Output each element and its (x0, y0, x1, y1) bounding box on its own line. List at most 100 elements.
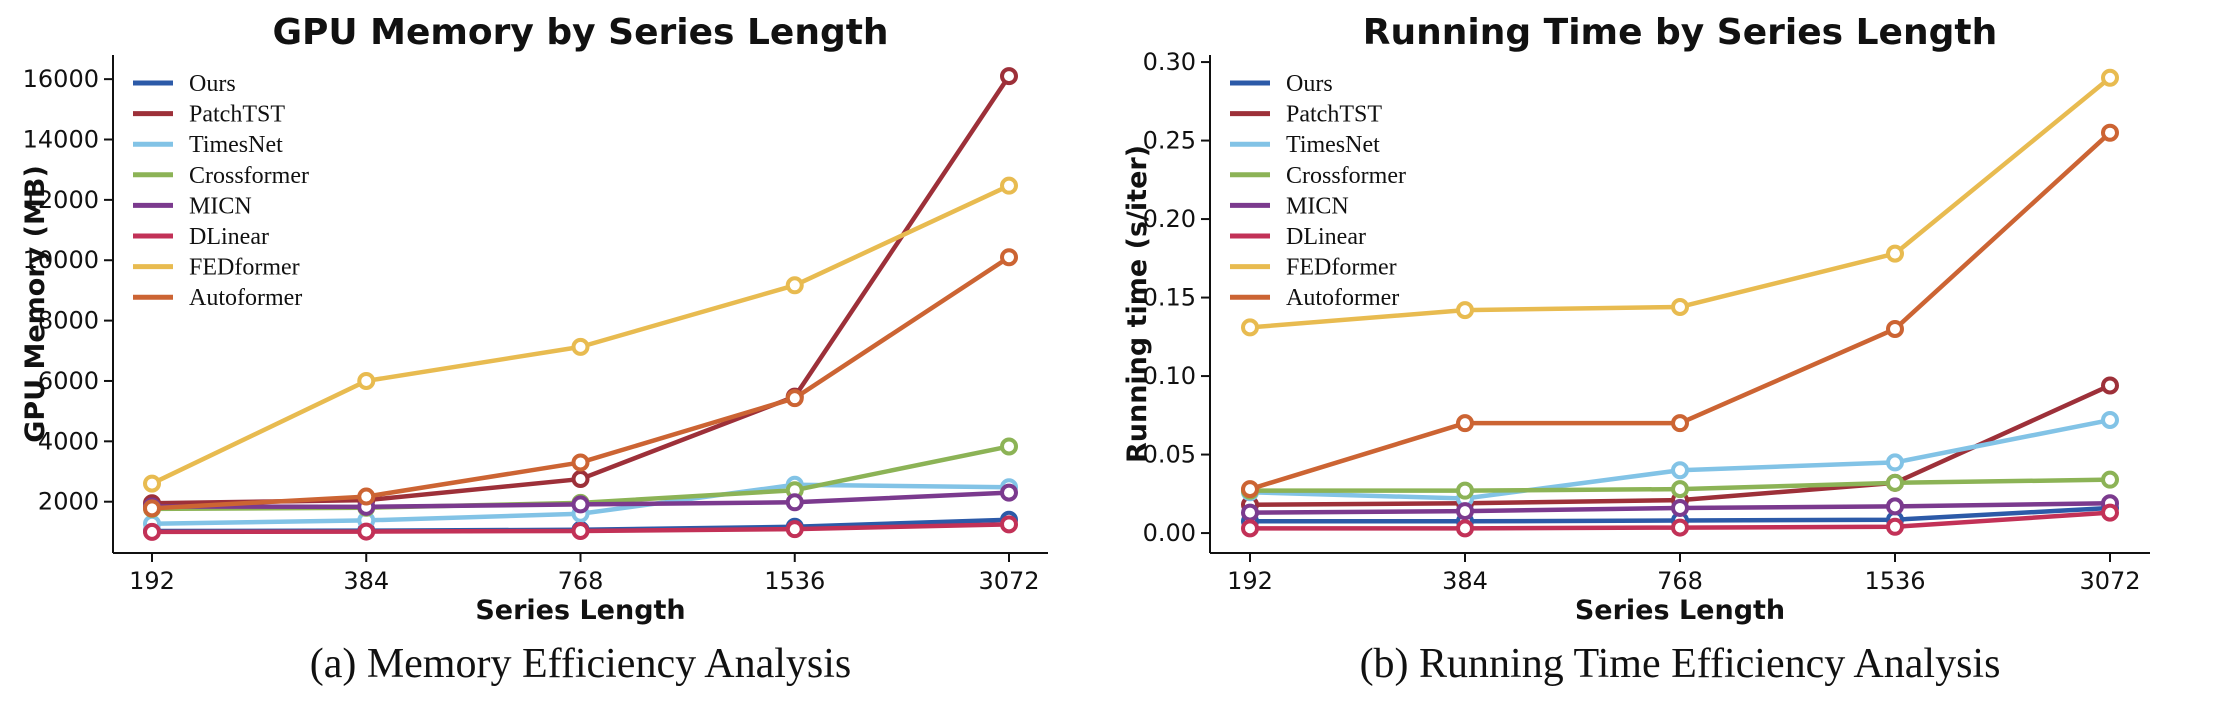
chart-title: GPU Memory by Series Length (272, 12, 888, 53)
legend-label: PatchTST (1286, 102, 1382, 128)
series-marker-autoformer (1671, 414, 1689, 433)
y-tick-label: 0.05 (1143, 441, 1196, 469)
series-marker-micn (571, 495, 590, 514)
legend-item-crossformer: Crossformer (133, 163, 309, 189)
legend-item-ours: Ours (1230, 71, 1333, 97)
series-marker-micn (1241, 503, 1259, 522)
legend: Ours PatchTST TimesNet Crossformer MICN DLine… (1230, 71, 1406, 311)
series-marker-timesnet (1886, 453, 1904, 472)
series-marker-crossformer (1000, 437, 1018, 456)
y-tick-label: 10000 (23, 246, 99, 274)
legend-label: Ours (1286, 71, 1333, 97)
legend-item-micn: MICN (1230, 193, 1349, 219)
series-marker-autoformer (2101, 123, 2119, 142)
y-tick-label: 2000 (38, 488, 99, 516)
series-marker-crossformer (1671, 480, 1689, 499)
series-marker-autoformer (143, 499, 161, 518)
x-axis-label: Series Length (1575, 595, 1785, 626)
legend-item-dlinear: DLinear (133, 224, 269, 250)
series-marker-patchtst (571, 470, 590, 489)
legend: Ours PatchTST TimesNet Crossformer MICN DLine… (133, 71, 309, 311)
x-tick-label: 384 (343, 567, 389, 595)
series-marker-autoformer (1886, 319, 1904, 338)
series-marker-dlinear (1456, 519, 1474, 538)
running-time-figure: 0.00 0.05 0.10 0.15 0.20 0.25 0.30 192 384 768 153… (1100, 0, 2216, 687)
memory-efficiency-figure: 2000 4000 6000 8000 10000 12000 14000 16000 192 3… (0, 0, 1085, 687)
y-tick-label: 4000 (38, 427, 99, 455)
series-autoformer (1241, 123, 2119, 499)
legend-item-timesnet: TimesNet (1230, 132, 1380, 158)
series-marker-autoformer (571, 453, 590, 472)
x-tick-label: 768 (1657, 567, 1703, 595)
x-tick-label: 3072 (2079, 567, 2140, 595)
series-autoformer (143, 248, 1018, 518)
series-marker-fedformer (1241, 318, 1259, 337)
series-marker-dlinear (2101, 503, 2119, 522)
series-marker-autoformer (1456, 414, 1474, 433)
legend-label: Autoformer (189, 285, 302, 311)
series-marker-dlinear (571, 521, 590, 540)
series-marker-autoformer (357, 487, 376, 506)
chart-title: Running Time by Series Length (1363, 12, 1997, 53)
x-tick-label: 1536 (1864, 567, 1925, 595)
legend-item-patchtst: PatchTST (1230, 102, 1382, 128)
series-line-fedformer (149, 183, 1012, 486)
legend-item-patchtst: PatchTST (133, 102, 285, 128)
y-tick-label: 0.30 (1143, 48, 1196, 76)
y-tick-label: 0.15 (1143, 284, 1196, 312)
y-tick-label: 8000 (38, 307, 99, 335)
y-axis-label: GPU Memory (MB) (20, 165, 51, 443)
series-marker-fedformer (357, 371, 376, 390)
legend-item-micn: MICN (133, 193, 252, 219)
legend-label: TimesNet (189, 132, 283, 158)
x-tick-label: 384 (1442, 567, 1488, 595)
series-marker-dlinear (1886, 517, 1904, 536)
legend-label: PatchTST (189, 102, 285, 128)
legend-label: MICN (1286, 193, 1349, 219)
series-marker-autoformer (1241, 480, 1259, 499)
series-marker-timesnet (1671, 461, 1689, 480)
series-marker-micn (1671, 498, 1689, 517)
x-tick-label: 768 (558, 567, 604, 595)
series-marker-fedformer (1000, 176, 1018, 195)
series-marker-dlinear (1000, 515, 1018, 534)
series-marker-patchtst (1000, 67, 1018, 86)
legend-label: DLinear (189, 224, 269, 250)
series-marker-patchtst (2101, 376, 2119, 395)
legend-item-crossformer: Crossformer (1230, 163, 1406, 189)
series-marker-crossformer (1886, 473, 1904, 492)
legend-label: FEDformer (189, 255, 300, 281)
series-marker-micn (785, 493, 804, 512)
series-marker-autoformer (785, 389, 804, 408)
series-marker-micn (1886, 497, 1904, 516)
series-marker-autoformer (1000, 248, 1018, 267)
legend-label: Crossformer (189, 163, 309, 189)
y-tick-label: 6000 (38, 367, 99, 395)
gpu-memory-chart: 2000 4000 6000 8000 10000 12000 14000 16000 192 3… (20, 12, 1048, 626)
series-marker-micn (1456, 502, 1474, 521)
legend-label: MICN (189, 193, 252, 219)
legend-label: Crossformer (1286, 163, 1406, 189)
y-tick-label: 0.00 (1143, 519, 1196, 547)
series-marker-dlinear (357, 522, 376, 541)
series-marker-fedformer (143, 474, 161, 493)
running-time-chart: 0.00 0.05 0.10 0.15 0.20 0.25 0.30 192 384 768 153… (1122, 12, 2150, 626)
x-tick-label: 1536 (764, 567, 825, 595)
legend-item-autoformer: Autoformer (1230, 285, 1399, 311)
x-axis-label: Series Length (475, 595, 685, 626)
y-tick-label: 0.20 (1143, 205, 1196, 233)
series-marker-dlinear (1241, 519, 1259, 538)
y-tick-label: 16000 (23, 65, 99, 93)
series-fedformer (143, 176, 1018, 493)
legend-label: Autoformer (1286, 285, 1399, 311)
legend-label: Ours (189, 71, 236, 97)
series-marker-fedformer (785, 276, 804, 295)
legend-label: TimesNet (1286, 132, 1380, 158)
series-marker-fedformer (2101, 68, 2119, 87)
y-tick-label: 14000 (23, 126, 99, 154)
series-marker-fedformer (1671, 297, 1689, 316)
y-tick-label: 0.25 (1143, 127, 1196, 155)
legend-item-dlinear: DLinear (1230, 224, 1366, 250)
legend-item-ours: Ours (133, 71, 236, 97)
